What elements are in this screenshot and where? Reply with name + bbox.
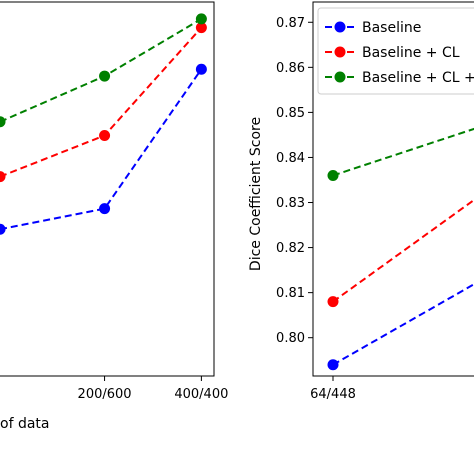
right-plot-frame — [312, 1, 474, 377]
right-chart: 0.800.810.820.830.840.850.860.87 64/448 … — [248, 1, 474, 402]
series-point — [327, 359, 339, 371]
series-line — [0, 18, 202, 123]
series-line — [332, 198, 474, 303]
y-tick-label: 0.82 — [276, 241, 305, 256]
x-tick-label: 64/448 — [310, 387, 356, 402]
y-tick-label: 0.83 — [276, 196, 305, 211]
y-tick-label: 0.84 — [276, 151, 305, 166]
left-chart: 200/600 400/400 of data — [0, 1, 228, 432]
legend-label: Baseline + CL + — [362, 70, 474, 86]
y-tick-label: 0.87 — [276, 16, 305, 31]
series-line — [0, 68, 203, 231]
series-point — [195, 22, 207, 34]
legend-marker — [334, 21, 346, 33]
x-tick-label: 200/600 — [78, 387, 132, 402]
series-point — [0, 223, 6, 235]
series-point — [99, 130, 111, 142]
series-point — [195, 63, 207, 75]
legend-label: Baseline + CL — [362, 45, 460, 61]
series-line — [0, 26, 203, 178]
legend: Baseline Baseline + CL Baseline + CL + — [317, 7, 474, 95]
series-point — [0, 171, 6, 183]
left-plot-frame — [0, 1, 215, 377]
series-point — [99, 203, 111, 215]
series-point — [195, 13, 207, 25]
series-line — [332, 283, 474, 366]
series-point — [99, 70, 111, 82]
series-point — [0, 116, 6, 128]
x-tick-label: 400/400 — [174, 387, 228, 402]
legend-marker — [334, 46, 346, 58]
y-tick-label: 0.81 — [276, 286, 305, 301]
series-point — [327, 296, 339, 308]
legend-label: Baseline — [362, 20, 421, 36]
left-x-axis-label: of data — [0, 416, 49, 432]
legend-marker — [334, 71, 346, 83]
y-tick-label: 0.86 — [276, 61, 305, 76]
legend-box — [317, 7, 474, 95]
series-point — [327, 169, 339, 181]
y-tick-label: 0.80 — [276, 331, 305, 346]
right-y-axis-label: Dice Coefficient Score — [248, 117, 264, 271]
series-line — [332, 127, 474, 177]
y-tick-label: 0.85 — [276, 106, 305, 121]
